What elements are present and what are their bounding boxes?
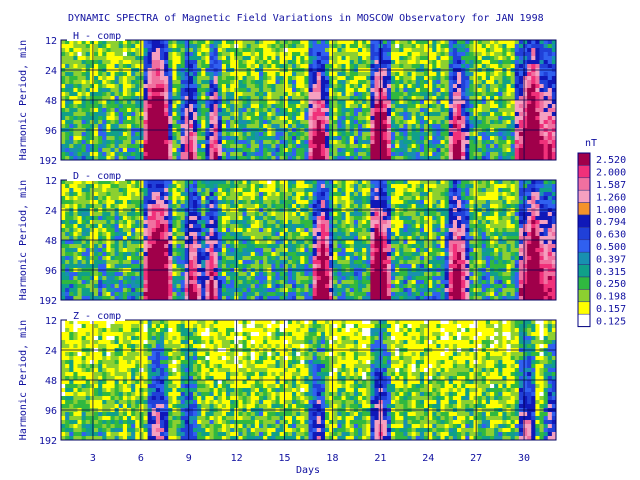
colorbar-level-label: 1.587 bbox=[596, 180, 626, 191]
panel-0 bbox=[60, 30, 557, 161]
colorbar-level-label: 0.125 bbox=[596, 316, 626, 327]
colorbar-swatch bbox=[577, 177, 591, 191]
panel-1 bbox=[60, 170, 557, 301]
colorbar-level-label: 0.250 bbox=[596, 279, 626, 290]
colorbar-unit: nT bbox=[585, 138, 597, 149]
colorbar-swatch bbox=[577, 301, 591, 315]
y-tick-label: 192 bbox=[39, 436, 57, 447]
colorbar-swatch bbox=[577, 313, 591, 327]
y-tick-label: 96 bbox=[45, 266, 57, 277]
colorbar-swatch bbox=[577, 289, 591, 303]
x-tick-label: 12 bbox=[231, 453, 243, 464]
x-axis-label: Days bbox=[296, 465, 320, 476]
x-tick-label: 9 bbox=[186, 453, 192, 464]
colorbar-level-label: 0.794 bbox=[596, 217, 626, 228]
y-tick-label: 12 bbox=[45, 36, 57, 47]
panel-label-bg bbox=[67, 170, 125, 181]
y-tick-label: 96 bbox=[45, 126, 57, 137]
panel-2 bbox=[60, 310, 557, 441]
colorbar-level-label: 0.630 bbox=[596, 230, 626, 241]
colorbar-swatch bbox=[577, 276, 591, 290]
y-tick-label: 96 bbox=[45, 406, 57, 417]
colorbar-level-label: 0.198 bbox=[596, 292, 626, 303]
y-axis-label: Harmonic Period, min bbox=[18, 180, 29, 300]
colorbar-swatch bbox=[577, 202, 591, 216]
y-axis-label: Harmonic Period, min bbox=[18, 320, 29, 440]
x-tick-label: 30 bbox=[518, 453, 530, 464]
colorbar-level-label: 2.520 bbox=[596, 155, 626, 166]
colorbar-swatch bbox=[577, 251, 591, 265]
panel-frame bbox=[60, 39, 557, 161]
panel-label: Z - comp bbox=[73, 311, 121, 322]
y-axis-label: Harmonic Period, min bbox=[18, 40, 29, 160]
x-tick-label: 18 bbox=[326, 453, 338, 464]
colorbar-swatch bbox=[577, 152, 591, 166]
y-tick-label: 192 bbox=[39, 296, 57, 307]
colorbar-level-label: 0.157 bbox=[596, 304, 626, 315]
colorbar-level-label: 1.000 bbox=[596, 205, 626, 216]
y-tick-label: 192 bbox=[39, 156, 57, 167]
panel-label: D - comp bbox=[73, 171, 121, 182]
colorbar-level-label: 1.260 bbox=[596, 192, 626, 203]
x-tick-label: 3 bbox=[90, 453, 96, 464]
x-tick-label: 21 bbox=[374, 453, 386, 464]
x-tick-label: 15 bbox=[279, 453, 291, 464]
colorbar-level-label: 2.000 bbox=[596, 168, 626, 179]
x-tick-label: 27 bbox=[470, 453, 482, 464]
x-tick-label: 24 bbox=[422, 453, 434, 464]
y-tick-label: 48 bbox=[45, 236, 57, 247]
chart-title: DYNAMIC SPECTRA of Magnetic Field Variat… bbox=[68, 13, 544, 24]
colorbar-swatch bbox=[577, 189, 591, 203]
colorbar-swatch bbox=[577, 264, 591, 278]
colorbar-swatch bbox=[577, 165, 591, 179]
y-tick-label: 12 bbox=[45, 316, 57, 327]
y-tick-label: 24 bbox=[45, 66, 57, 77]
y-tick-label: 48 bbox=[45, 376, 57, 387]
colorbar-level-label: 0.500 bbox=[596, 242, 626, 253]
colorbar-level-label: 0.315 bbox=[596, 267, 626, 278]
panel-label-bg bbox=[67, 30, 125, 41]
colorbar-swatch bbox=[577, 214, 591, 228]
colorbar-frame bbox=[577, 152, 591, 328]
y-tick-label: 12 bbox=[45, 176, 57, 187]
panel-label: H - comp bbox=[73, 31, 121, 42]
panel-label-bg bbox=[67, 310, 125, 321]
y-tick-label: 48 bbox=[45, 96, 57, 107]
y-tick-label: 24 bbox=[45, 346, 57, 357]
panel-frame bbox=[60, 179, 557, 301]
colorbar-swatch bbox=[577, 239, 591, 253]
y-tick-label: 24 bbox=[45, 206, 57, 217]
x-tick-label: 6 bbox=[138, 453, 144, 464]
colorbar-swatch bbox=[577, 227, 591, 241]
panel-frame bbox=[60, 319, 557, 441]
colorbar-level-label: 0.397 bbox=[596, 254, 626, 265]
